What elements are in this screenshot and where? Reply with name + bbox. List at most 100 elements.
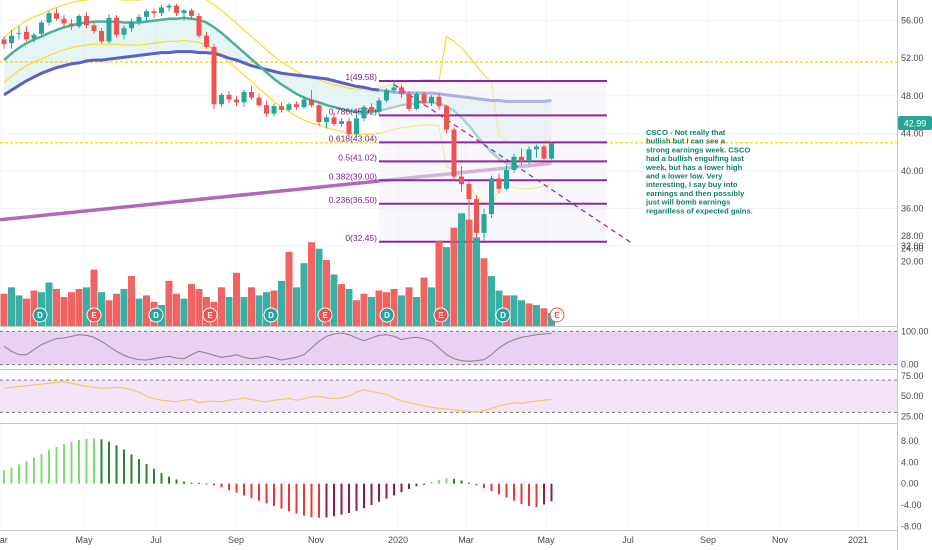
volume-bar	[15, 295, 23, 326]
histogram-bar	[513, 483, 515, 501]
histogram-bar	[138, 459, 140, 484]
volume-bar	[398, 295, 405, 326]
annotation-text[interactable]: CSCO - Not really that bullish but I can …	[645, 128, 753, 215]
price-axis[interactable]: 56.00 52.00 48.00 44.00 40.00 36.00 32.0028.00…	[901, 16, 929, 532]
histogram-bar	[33, 457, 35, 484]
annotation-line: just will bomb earnings	[645, 198, 730, 207]
candle-body	[84, 15, 89, 26]
volume-bar	[60, 297, 68, 326]
histogram-bar	[243, 483, 245, 496]
dividend-badge[interactable]	[495, 307, 511, 323]
candle-body	[391, 87, 397, 91]
badge-letter: D	[384, 311, 390, 320]
volume-bar	[180, 298, 188, 326]
histogram-bar	[393, 483, 395, 496]
volume-bar	[105, 300, 113, 326]
volume-bar	[390, 288, 398, 326]
annotation-line: interesting, I say buy into	[646, 180, 738, 189]
annotation-line: and a lower low. Very	[646, 172, 723, 181]
candle-body	[264, 105, 269, 114]
volume-bar	[225, 297, 233, 326]
candle-body	[159, 7, 164, 14]
histogram-bar	[25, 461, 28, 484]
histogram-bar	[490, 483, 493, 492]
annotation-line: bullish but I can see a	[646, 137, 726, 146]
volume-bar	[248, 287, 255, 326]
candle-body	[219, 94, 224, 105]
volume-bar	[428, 287, 435, 326]
histogram-bar	[348, 483, 350, 513]
hist-tick-label: -8.00	[901, 521, 922, 531]
volume-bar	[465, 219, 473, 326]
volume-bar	[345, 288, 353, 326]
candle-body	[384, 90, 389, 101]
earnings-badge[interactable]	[549, 307, 565, 323]
candle-body	[459, 176, 464, 185]
histogram-bar	[520, 483, 523, 504]
histogram-bar	[400, 483, 403, 493]
earnings-badge[interactable]	[433, 307, 449, 323]
dividend-badge[interactable]	[148, 307, 164, 323]
volume-bar	[188, 284, 195, 326]
earnings-badge[interactable]	[86, 307, 102, 323]
volume-bar	[143, 295, 150, 326]
volume-bar	[533, 305, 540, 326]
osc-tick-label: 25.00	[901, 411, 924, 421]
last-price-badge	[898, 116, 932, 130]
candle-body	[399, 87, 404, 94]
volume-bar	[233, 272, 240, 326]
volume-bar	[518, 300, 525, 326]
annotation-line: CSCO - Not really that	[646, 128, 726, 137]
osc-tick-label: 75.00	[901, 371, 924, 381]
volume-tick-label: 20.00	[901, 257, 924, 267]
candle-body	[331, 117, 337, 124]
x-tick-label: 2021	[848, 535, 868, 545]
dividend-badge[interactable]	[32, 307, 48, 323]
horizontal-levels	[0, 61, 897, 144]
candle-body	[474, 199, 479, 233]
fib-label: 0.618(43.04)	[329, 133, 377, 143]
candle-body	[24, 31, 29, 40]
volume-bar	[120, 288, 128, 326]
candle-body	[324, 117, 329, 123]
volume-bar	[375, 290, 383, 326]
candle-body	[9, 35, 14, 44]
price-tick-label: 40.00	[901, 166, 924, 176]
volume-bar	[308, 242, 315, 326]
price-tick-label: 56.00	[901, 16, 924, 26]
histogram-bar	[385, 483, 388, 499]
histogram-panel	[3, 438, 553, 518]
dividend-badge[interactable]	[263, 307, 279, 323]
earnings-badge[interactable]	[317, 307, 333, 323]
earnings-badge[interactable]	[202, 307, 218, 323]
candle-body	[444, 106, 449, 130]
hist-tick-label: -4.00	[901, 500, 922, 510]
histogram-bar	[153, 468, 155, 484]
volume-bar	[450, 227, 458, 326]
volume-bar	[330, 274, 338, 326]
badge-letter: E	[207, 311, 213, 320]
candle-body	[99, 30, 104, 42]
histogram-bar	[175, 479, 178, 484]
volume-bar	[323, 259, 330, 326]
hist-tick-label: 4.00	[901, 457, 919, 467]
candle-body	[451, 129, 457, 177]
dividend-badge[interactable]	[379, 307, 395, 323]
histogram-bar	[423, 483, 425, 485]
osc-band	[0, 380, 897, 413]
histogram-bar	[303, 483, 305, 516]
candle-body	[406, 93, 412, 109]
annotation-line: strong earnings week. CSCO	[646, 145, 750, 154]
candle-body	[181, 10, 187, 14]
histogram-bar	[333, 483, 335, 517]
histogram-bar	[363, 483, 365, 509]
candle-body	[204, 35, 209, 47]
candle-body	[519, 156, 524, 162]
histogram-bar	[535, 483, 538, 508]
annotation-line: regardless of expected gains.	[646, 206, 753, 215]
candle-body	[54, 13, 59, 19]
osc-line	[3, 381, 552, 413]
time-axis[interactable]: Mar May Jul Sep Nov 2020 Mar May Jul Sep Nov 2021	[0, 535, 868, 545]
